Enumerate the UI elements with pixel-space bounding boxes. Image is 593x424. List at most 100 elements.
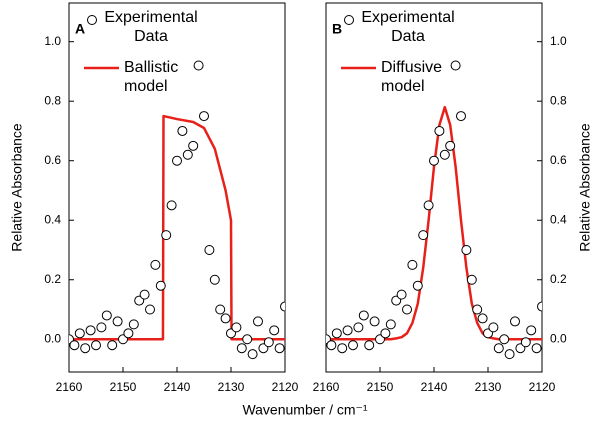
data-point	[353, 322, 364, 333]
legend-label: Experimental Data	[361, 9, 455, 45]
x-axis-label: Wavenumber / cm⁻¹	[242, 402, 367, 418]
data-point	[247, 349, 258, 360]
y-tick-label: 1.0	[550, 34, 567, 48]
x-tick-label: 2150	[367, 380, 394, 394]
data-point	[236, 343, 247, 354]
data-point	[396, 289, 407, 300]
data-point	[412, 280, 423, 291]
data-point	[182, 149, 193, 160]
data-point	[493, 343, 504, 354]
data-point	[456, 111, 466, 122]
data-point	[193, 60, 204, 71]
data-point	[242, 334, 253, 345]
data-point	[418, 230, 429, 241]
data-point	[369, 316, 380, 327]
data-point	[407, 259, 418, 270]
data-point	[499, 334, 510, 345]
data-point	[510, 316, 520, 327]
data-point	[342, 325, 353, 336]
y-tick-label: 0.0	[550, 331, 567, 345]
data-point	[128, 319, 139, 330]
y-tick-label: 0.2	[550, 272, 567, 286]
data-point	[526, 325, 537, 336]
panel-label: B	[332, 21, 342, 37]
data-point	[537, 301, 542, 312]
x-tick-label: 2140	[421, 380, 448, 394]
legend-label: Diffusive model	[381, 59, 443, 95]
data-point	[112, 316, 123, 327]
panel-label: A	[75, 21, 85, 37]
data-point	[96, 322, 107, 333]
y-tick-label: 0.4	[550, 212, 567, 226]
plot-area	[69, 60, 285, 360]
plot-area	[326, 60, 542, 360]
data-point	[402, 304, 412, 315]
data-point	[429, 155, 439, 166]
legend-marker	[344, 15, 354, 25]
data-point	[177, 125, 188, 136]
legend-label: Ballistic model	[124, 59, 179, 95]
data-point	[231, 322, 242, 333]
model-line	[326, 105, 542, 341]
y-tick-label: 0.8	[550, 93, 567, 107]
data-point	[337, 343, 348, 354]
data-point	[80, 343, 91, 354]
data-point	[450, 60, 461, 71]
data-point	[91, 340, 101, 351]
data-point	[472, 304, 483, 315]
x-tick-label: 2130	[218, 380, 245, 394]
legend-label: Experimental Data	[104, 9, 198, 45]
data-point	[188, 140, 199, 151]
y-tick-label: 1.0	[44, 34, 61, 48]
data-point	[461, 244, 472, 255]
data-point	[204, 244, 215, 255]
y-tick-label: 0.2	[44, 272, 61, 286]
data-point	[274, 343, 285, 354]
data-point	[220, 313, 231, 324]
x-tick-label: 2160	[313, 380, 340, 394]
model-line	[69, 114, 285, 341]
data-point	[155, 280, 166, 291]
data-point	[434, 125, 445, 136]
data-point	[263, 337, 274, 348]
data-point	[520, 337, 531, 348]
data-point	[280, 301, 285, 312]
y-tick-label: 0.0	[44, 331, 61, 345]
data-point	[150, 259, 161, 270]
data-point	[439, 149, 450, 160]
data-point	[161, 230, 172, 241]
data-point	[531, 343, 542, 354]
data-point	[101, 310, 112, 321]
x-tick-label: 2150	[110, 380, 137, 394]
data-point	[477, 313, 488, 324]
data-point	[331, 328, 342, 339]
data-point	[199, 111, 209, 122]
data-point	[215, 304, 226, 315]
data-point	[145, 304, 155, 315]
data-point	[358, 310, 369, 321]
data-point	[123, 328, 134, 339]
data-point	[85, 325, 96, 336]
data-point	[139, 289, 150, 300]
data-point	[253, 316, 263, 327]
x-tick-label: 2120	[529, 380, 556, 394]
data-point	[269, 325, 280, 336]
y-tick-label: 0.4	[44, 212, 61, 226]
data-point	[423, 200, 434, 211]
x-tick-label: 2120	[272, 380, 299, 394]
data-point	[172, 155, 182, 166]
data-point	[488, 322, 499, 333]
x-tick-label: 2160	[56, 380, 83, 394]
data-point	[504, 349, 515, 360]
data-point	[209, 274, 220, 285]
data-point	[385, 319, 396, 330]
y-tick-label: 0.8	[44, 93, 61, 107]
y-tick-label: 0.6	[44, 153, 61, 167]
x-tick-label: 2130	[475, 380, 502, 394]
data-point	[107, 340, 118, 351]
legend-marker	[87, 15, 97, 25]
y-axis-label: Relative Absorbance	[577, 123, 593, 252]
data-point	[74, 328, 85, 339]
